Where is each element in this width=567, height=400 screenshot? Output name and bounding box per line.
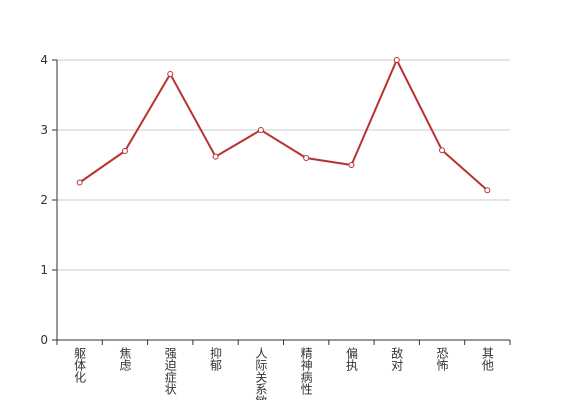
- point: [212, 153, 219, 160]
- x-tick-label: 焦虑: [118, 347, 132, 371]
- x-tick-label: 人际关系敏感: [254, 347, 268, 400]
- x-tick-label: 恐怖: [435, 347, 449, 371]
- point: [76, 179, 83, 186]
- y-tick-label: 4: [40, 53, 48, 67]
- x-tick-label: 强迫症状: [163, 347, 177, 395]
- y-tick-label: 0: [40, 333, 48, 347]
- x-tick-label: 其他: [480, 347, 494, 371]
- point: [439, 147, 446, 154]
- point: [484, 187, 491, 194]
- point: [121, 148, 128, 154]
- x-tick-label: 偏执: [344, 346, 358, 372]
- x-tick-label: 抑郁: [209, 346, 223, 372]
- point: [167, 71, 174, 77]
- y-tick-label: 1: [40, 263, 48, 277]
- line: [79, 57, 489, 191]
- x-tick-label: 精神病性: [299, 347, 313, 396]
- y-tick-label: 3: [40, 123, 48, 137]
- y-tick-label: 2: [40, 193, 48, 207]
- x-tick-label: 躯体化: [73, 346, 87, 384]
- x-tick-label: 敌对: [390, 346, 404, 371]
- point: [303, 155, 310, 161]
- point: [393, 57, 400, 63]
- point: [257, 127, 264, 133]
- point: [348, 162, 355, 168]
